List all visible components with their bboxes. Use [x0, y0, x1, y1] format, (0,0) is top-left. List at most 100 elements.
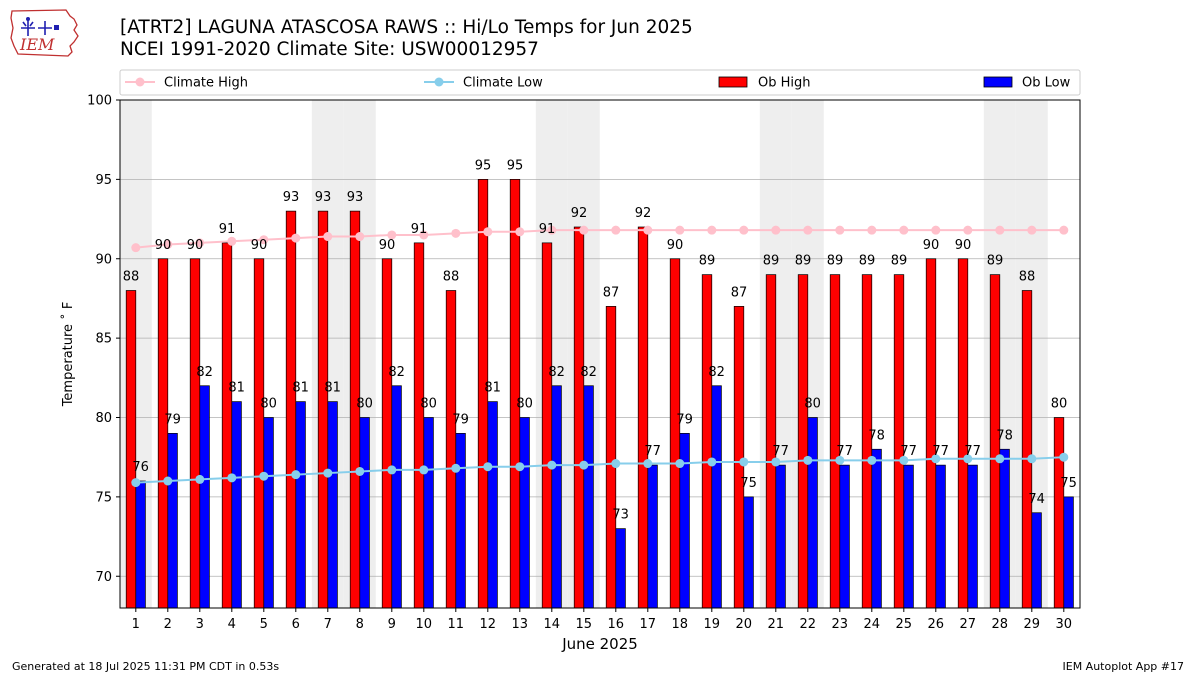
chart-title-block: [ATRT2] LAGUNA ATASCOSA RAWS :: Hi/Lo Te…	[120, 17, 693, 61]
x-tick-label: 10	[416, 617, 433, 632]
ob-low-label: 81	[484, 381, 501, 396]
ob-low-bar	[551, 385, 562, 609]
ob-low-bar	[423, 417, 434, 609]
ob-low-bar	[231, 401, 242, 609]
ob-high-bar	[285, 210, 297, 609]
ob-high-bar	[733, 306, 745, 609]
ob-high-bar	[1021, 290, 1033, 609]
legend-climate-high-marker	[135, 77, 145, 87]
ob-low-bar	[711, 385, 722, 609]
y-tick-label: 80	[95, 411, 112, 426]
ob-high-bar	[1053, 417, 1065, 609]
ob-low-label: 81	[292, 381, 309, 396]
y-tick-label: 75	[95, 490, 112, 505]
climate-high-point	[419, 230, 429, 240]
climate-low-point	[355, 466, 365, 476]
ob-low-label: 80	[804, 397, 821, 412]
climate-low-point	[291, 470, 301, 480]
ob-high-bar	[541, 242, 553, 609]
ob-low-label: 75	[1060, 476, 1077, 491]
climate-high-point	[867, 225, 877, 235]
legend-ob-low-swatch	[983, 76, 1013, 88]
ob-high-bar	[893, 274, 905, 609]
climate-low-point	[867, 455, 877, 465]
ob-high-bar	[221, 242, 233, 609]
x-tick-label: 28	[992, 617, 1009, 632]
ob-low-label: 81	[324, 381, 341, 396]
ob-low-label: 77	[964, 444, 981, 459]
ob-low-bar	[999, 448, 1010, 609]
ob-high-bar	[413, 242, 425, 609]
ob-low-bar	[775, 464, 786, 609]
ob-low-bar	[391, 385, 402, 609]
ob-high-label: 89	[763, 254, 780, 269]
x-tick-label: 6	[292, 617, 300, 632]
ob-low-label: 79	[452, 412, 469, 427]
ob-high-label: 87	[603, 285, 620, 300]
ob-high-label: 92	[571, 206, 588, 221]
climate-high-point	[323, 232, 333, 242]
footer-generated: Generated at 18 Jul 2025 11:31 PM CDT in…	[12, 660, 280, 673]
x-tick-label: 11	[448, 617, 465, 632]
climate-high-point	[355, 232, 365, 242]
x-axis: 1 2 3 4 5 6 7 8 9 10 11 12 13 14 15 16 17 18 19 20 21 22 23 24 2…	[132, 608, 1072, 632]
x-tick-label: 1	[132, 617, 140, 632]
ob-low-bar	[967, 464, 978, 609]
climate-high-point	[163, 239, 173, 249]
y-tick-label: 90	[95, 252, 112, 267]
ob-high-label: 91	[219, 222, 236, 237]
climate-high-point	[387, 230, 397, 240]
x-axis-label: June 2025	[561, 635, 638, 653]
climate-high-point	[899, 225, 909, 235]
climate-high-point	[707, 225, 717, 235]
ob-low-bar	[455, 433, 466, 609]
climate-high-point	[227, 236, 237, 246]
ob-low-label: 79	[164, 412, 181, 427]
ob-low-label: 77	[644, 444, 661, 459]
climate-high-point	[547, 225, 557, 235]
x-tick-label: 14	[544, 617, 561, 632]
ob-high-label: 91	[539, 222, 556, 237]
legend-climate-high-label: Climate High	[164, 76, 248, 91]
climate-low-point	[995, 454, 1005, 464]
ob-high-bar	[317, 210, 329, 609]
ob-low-bar	[295, 401, 306, 609]
climate-low-point	[643, 459, 653, 469]
y-tick-label: 70	[95, 570, 112, 585]
ob-low-bar	[583, 385, 594, 609]
ob-high-label: 88	[1019, 270, 1036, 285]
ob-low-label: 74	[1028, 492, 1045, 507]
ob-high-label: 92	[635, 206, 652, 221]
ob-high-bar	[765, 274, 777, 609]
ob-high-bar	[253, 258, 265, 609]
climate-low-point	[739, 457, 749, 467]
climate-high-point	[643, 225, 653, 235]
legend: Climate High Climate Low Ob High Ob Low	[119, 69, 1081, 96]
ob-low-label: 80	[420, 397, 437, 412]
ob-high-bar	[445, 290, 457, 609]
climate-high-point	[835, 225, 845, 235]
ob-low-bar	[135, 480, 146, 609]
ob-low-bar	[1063, 496, 1074, 609]
climate-low-point	[227, 473, 237, 483]
station-icon	[21, 20, 52, 36]
climate-low-point	[451, 463, 461, 473]
x-tick-label: 22	[800, 617, 817, 632]
climate-low-point	[963, 454, 973, 464]
x-tick-label: 21	[768, 617, 785, 632]
ob-low-label: 82	[388, 365, 405, 380]
climate-high-line	[135, 229, 1064, 249]
ob-high-label: 90	[251, 238, 268, 253]
x-tick-label: 13	[512, 617, 529, 632]
x-tick-label: 19	[704, 617, 721, 632]
ob-high-bar	[381, 258, 393, 609]
x-tick-label: 23	[832, 617, 849, 632]
x-tick-label: 12	[480, 617, 497, 632]
ob-low-label: 80	[260, 397, 277, 412]
climate-high-point	[771, 225, 781, 235]
ob-high-label: 93	[283, 190, 300, 205]
ob-high-bar	[637, 226, 649, 609]
ob-low-bar	[839, 464, 850, 609]
ob-high-bar	[157, 258, 169, 609]
